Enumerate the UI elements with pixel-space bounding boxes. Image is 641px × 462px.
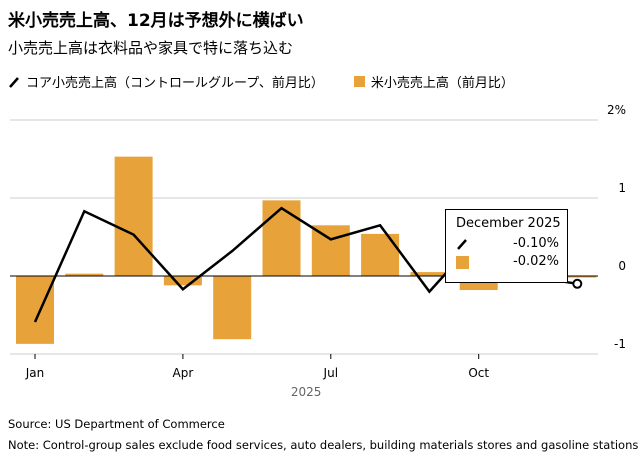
tooltip-line-value: -0.10% [513,236,559,251]
line-swatch-icon [9,76,19,88]
bar [311,225,350,276]
source: Source: US Department of Commerce [8,417,225,431]
bar [65,273,104,276]
chart-title: 米小売売上高、12月は予想外に横ばい [8,11,304,31]
legend-bar: 米小売売上高（前月比） [353,72,514,91]
bar [410,272,449,276]
bar [558,276,597,278]
note: Note: Control-group sales exclude food s… [8,438,639,452]
x-tick-label: Jul [323,366,338,380]
bar [262,200,301,276]
y-tick-label: 0 [618,259,626,273]
bar [213,276,252,340]
bar [361,233,400,276]
bar [16,276,54,344]
line-swatch-icon [457,239,467,250]
legend-bar-label: 米小売売上高（前月比） [370,76,514,91]
bar [163,276,202,286]
y-tick-label: -1 [614,337,626,351]
y-tick-label: 1 [618,181,626,195]
bar-swatch-icon [353,76,365,87]
tooltip: December 2025 -0.10% -0.02% [445,209,568,283]
bar-swatch-icon [456,256,469,269]
chart-subtitle: 小売売上高は衣料品や家具で特に落ち込む [8,39,294,57]
tooltip-title: December 2025 [456,216,561,231]
legend: コア小売売上高（コントロールグループ、前月比） 米小売売上高（前月比） [8,72,514,91]
y-tick-label: 2% [607,103,626,117]
tooltip-bar-value: -0.02% [513,254,559,269]
x-year-label: 2025 [291,385,322,399]
x-tick-label: Apr [173,366,194,380]
data-point-marker [572,278,583,289]
legend-line: コア小売売上高（コントロールグループ、前月比） [8,72,324,91]
x-tick-label: Jan [25,366,45,380]
x-tick-label: Oct [468,366,489,380]
bar [114,156,153,276]
legend-line-label: コア小売売上高（コントロールグループ、前月比） [26,76,324,91]
